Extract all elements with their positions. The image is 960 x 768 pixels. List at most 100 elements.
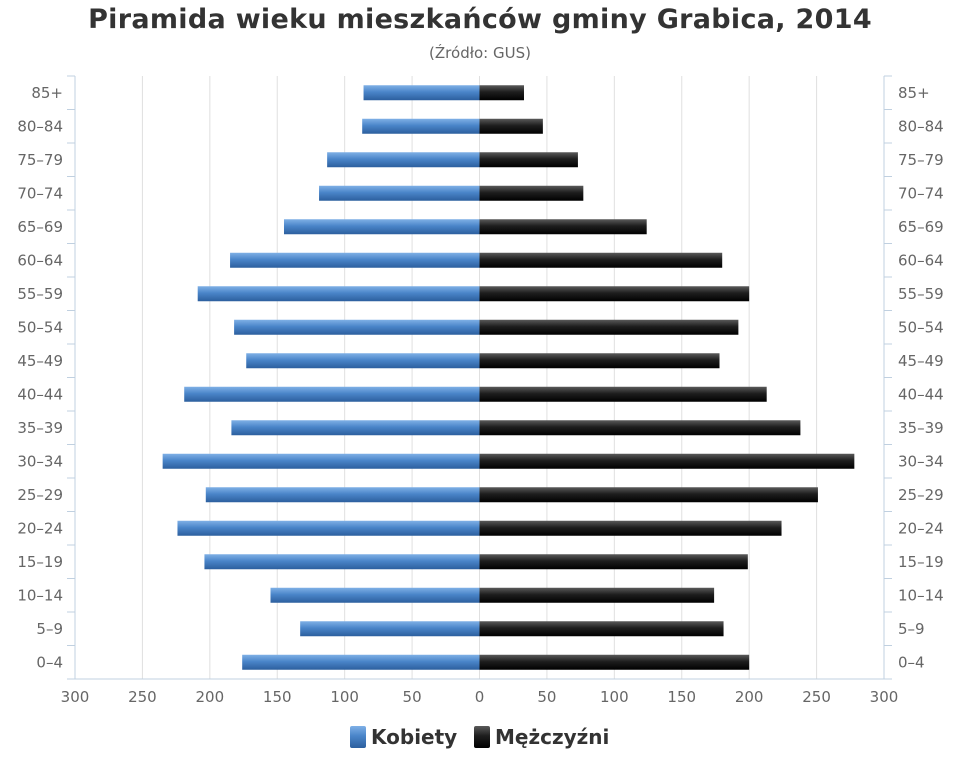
category-label: 10–14 xyxy=(898,586,944,604)
bar-kobiety[interactable] xyxy=(177,520,480,536)
bar-mezczyzni[interactable] xyxy=(479,487,818,503)
bar-kobiety[interactable] xyxy=(205,487,480,503)
category-label: 25–29 xyxy=(17,486,63,504)
category-label: 80–84 xyxy=(898,117,944,135)
x-tick-label: 300 xyxy=(870,688,899,706)
bar-mezczyzni[interactable] xyxy=(479,252,723,268)
category-label: 75–79 xyxy=(17,151,63,169)
bar-kobiety[interactable] xyxy=(184,386,480,402)
bar-mezczyzni[interactable] xyxy=(479,85,524,101)
category-label: 45–49 xyxy=(17,352,63,370)
category-label: 55–59 xyxy=(17,285,63,303)
category-label: 35–39 xyxy=(898,419,944,437)
category-label: 70–74 xyxy=(898,184,944,202)
bar-kobiety[interactable] xyxy=(231,420,480,436)
legend-swatch-mezczyzni[interactable] xyxy=(474,726,490,748)
x-tick-label: 150 xyxy=(263,688,292,706)
legend-label-mezczyzni[interactable]: Mężczyźni xyxy=(495,725,609,749)
category-label: 80–84 xyxy=(17,117,63,135)
category-label: 50–54 xyxy=(17,318,63,336)
category-label: 15–19 xyxy=(898,553,944,571)
bar-kobiety[interactable] xyxy=(300,621,480,637)
bar-kobiety[interactable] xyxy=(204,554,480,570)
category-labels-right: 85+ 80–84 75–79 70–74 65–69 60–64 55–59 50–54 45… xyxy=(898,84,944,672)
category-labels-left: 85+ 80–84 75–79 70–74 65–69 60–64 55–59 50–54 45… xyxy=(17,84,63,672)
category-label: 85+ xyxy=(898,84,930,102)
category-label: 25–29 xyxy=(898,486,944,504)
category-label: 35–39 xyxy=(17,419,63,437)
bar-kobiety[interactable] xyxy=(162,453,480,469)
bar-mezczyzni[interactable] xyxy=(479,386,767,402)
bar-mezczyzni[interactable] xyxy=(479,654,750,670)
x-tick-label: 150 xyxy=(667,688,696,706)
bar-mezczyzni[interactable] xyxy=(479,520,782,536)
category-label: 15–19 xyxy=(17,553,63,571)
category-label: 10–14 xyxy=(17,586,63,604)
x-tick-label: 0 xyxy=(475,688,485,706)
bar-mezczyzni[interactable] xyxy=(479,185,584,201)
bar-kobiety[interactable] xyxy=(270,587,480,603)
bar-mezczyzni[interactable] xyxy=(479,554,748,570)
category-label: 55–59 xyxy=(898,285,944,303)
x-tick-label: 250 xyxy=(128,688,157,706)
legend-label-kobiety[interactable]: Kobiety xyxy=(371,725,457,749)
category-label: 65–69 xyxy=(17,218,63,236)
bar-kobiety[interactable] xyxy=(242,654,480,670)
legend[interactable]: Kobiety Mężczyźni xyxy=(350,725,609,749)
category-label: 60–64 xyxy=(17,251,63,269)
bar-mezczyzni[interactable] xyxy=(479,118,543,134)
chart-title: Piramida wieku mieszkańców gminy Grabica… xyxy=(88,4,872,35)
bar-kobiety[interactable] xyxy=(197,286,480,302)
category-label: 20–24 xyxy=(17,519,63,537)
category-label: 70–74 xyxy=(17,184,63,202)
bar-mezczyzni[interactable] xyxy=(479,219,647,235)
bar-kobiety[interactable] xyxy=(246,353,480,369)
category-label: 0–4 xyxy=(36,653,63,671)
category-label: 50–54 xyxy=(898,318,944,336)
category-label: 0–4 xyxy=(898,653,925,671)
axes xyxy=(67,75,892,680)
bar-mezczyzni[interactable] xyxy=(479,319,739,335)
x-tick-label: 300 xyxy=(61,688,90,706)
bar-mezczyzni[interactable] xyxy=(479,621,724,637)
bar-kobiety[interactable] xyxy=(230,252,480,268)
bar-kobiety[interactable] xyxy=(234,319,480,335)
bar-kobiety[interactable] xyxy=(362,118,480,134)
x-tick-label: 100 xyxy=(330,688,359,706)
chart-subtitle: (Źródło: GUS) xyxy=(429,44,531,62)
x-tick-label: 200 xyxy=(196,688,225,706)
category-label: 65–69 xyxy=(898,218,944,236)
bar-kobiety[interactable] xyxy=(319,185,480,201)
bar-mezczyzni[interactable] xyxy=(479,453,855,469)
x-tick-label: 50 xyxy=(537,688,556,706)
category-label: 30–34 xyxy=(898,452,944,470)
category-label: 75–79 xyxy=(898,151,944,169)
x-tick-label: 100 xyxy=(600,688,629,706)
category-label: 40–44 xyxy=(17,385,63,403)
bar-kobiety[interactable] xyxy=(363,85,480,101)
category-label: 30–34 xyxy=(17,452,63,470)
bar-mezczyzni[interactable] xyxy=(479,420,801,436)
category-label: 85+ xyxy=(31,84,63,102)
bars xyxy=(162,85,855,670)
category-label: 60–64 xyxy=(898,251,944,269)
category-label: 45–49 xyxy=(898,352,944,370)
bar-kobiety[interactable] xyxy=(327,152,480,168)
x-tick-labels: 300 250 200 150 100 50 0 50 100 150 200 250 300 xyxy=(61,688,899,706)
bar-mezczyzni[interactable] xyxy=(479,152,578,168)
x-tick-label: 50 xyxy=(403,688,422,706)
x-tick-label: 250 xyxy=(802,688,831,706)
x-tick-label: 200 xyxy=(735,688,764,706)
category-label: 40–44 xyxy=(898,385,944,403)
bar-mezczyzni[interactable] xyxy=(479,587,715,603)
category-label: 20–24 xyxy=(898,519,944,537)
category-label: 5–9 xyxy=(898,620,925,638)
category-label: 5–9 xyxy=(36,620,63,638)
grid-lines xyxy=(141,76,818,679)
bar-kobiety[interactable] xyxy=(283,219,480,235)
legend-swatch-kobiety[interactable] xyxy=(350,726,366,748)
bar-mezczyzni[interactable] xyxy=(479,286,750,302)
bar-mezczyzni[interactable] xyxy=(479,353,720,369)
